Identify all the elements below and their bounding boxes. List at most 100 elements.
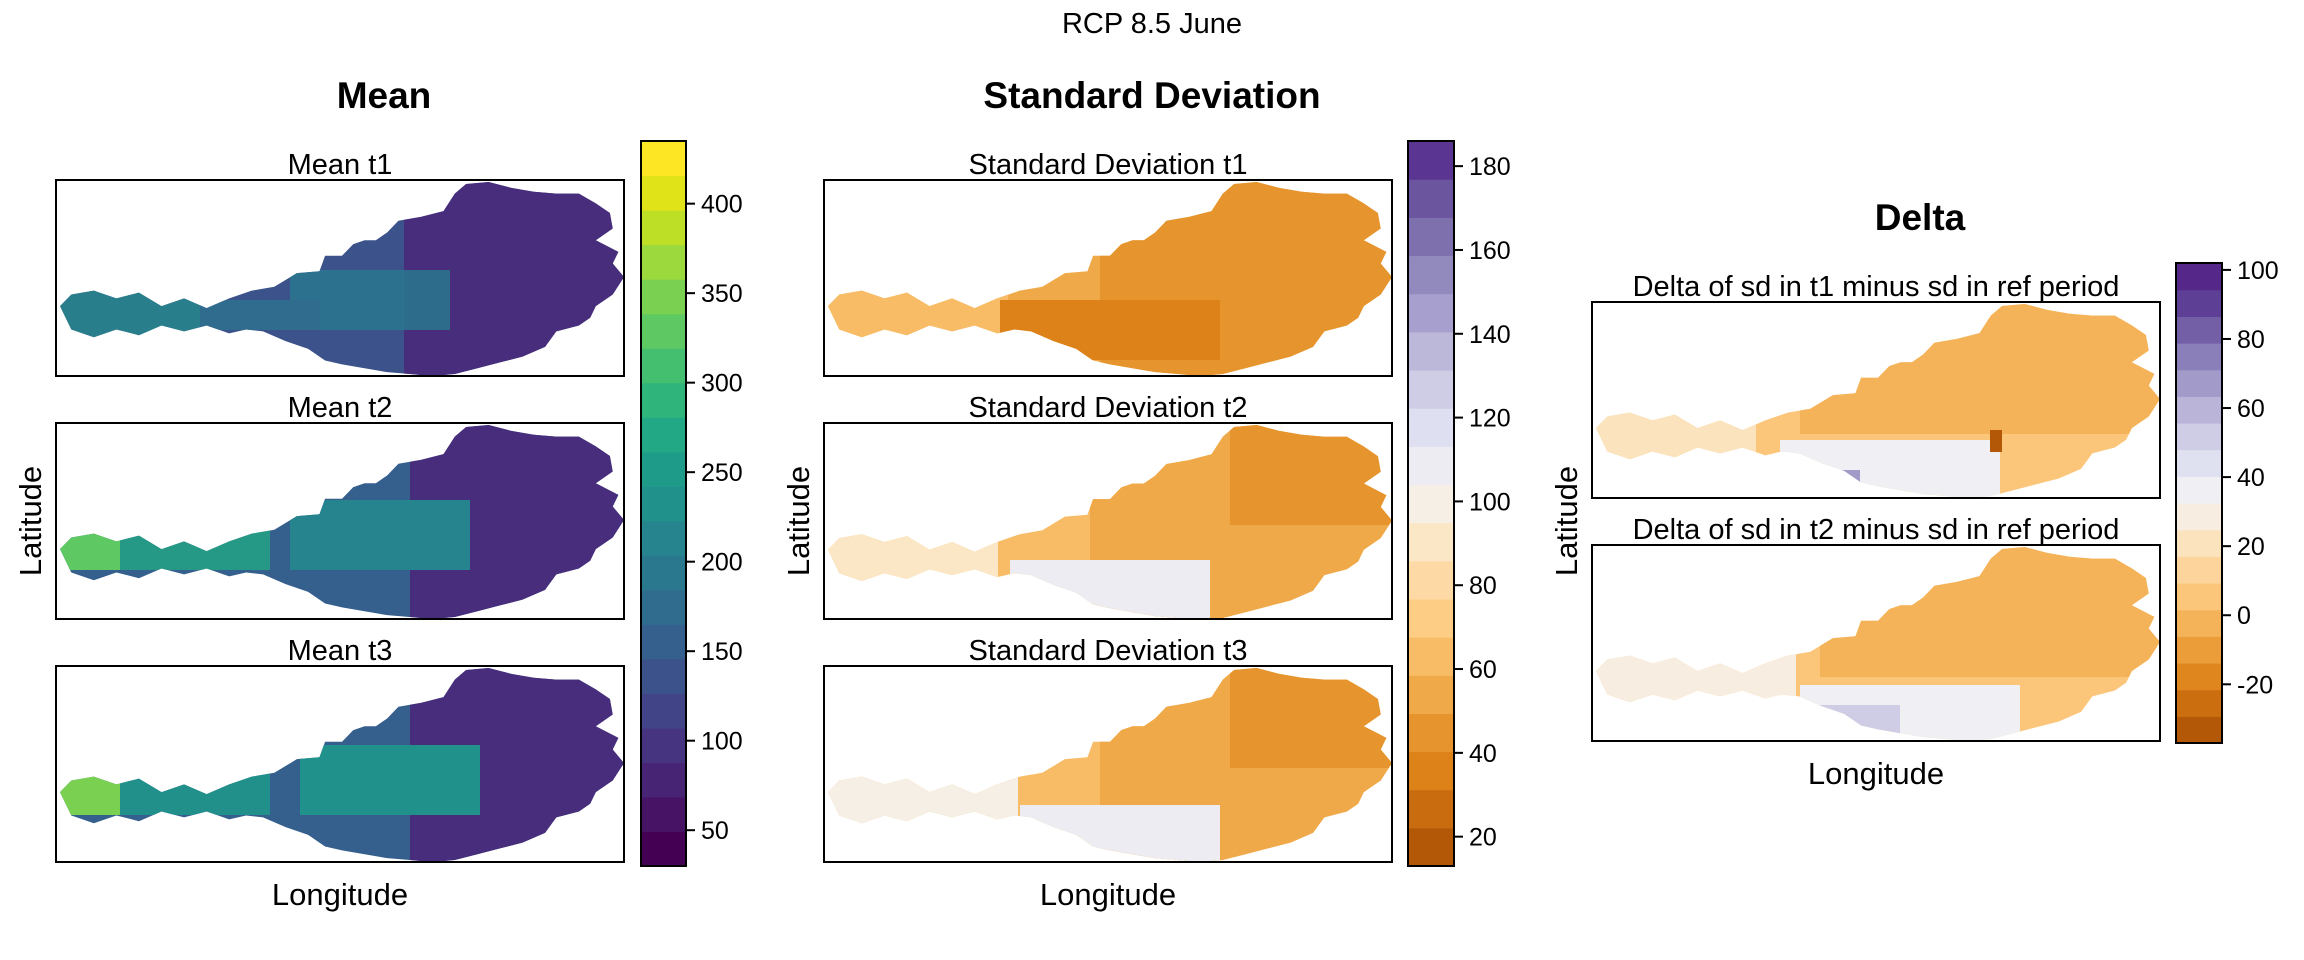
sd-colorbar-tick-label: 100	[1469, 488, 1511, 516]
delta-colorbar-swatch	[2176, 663, 2222, 691]
sd-colorbar-swatch	[1408, 369, 1454, 409]
sd-colorbar-swatch	[1408, 713, 1454, 753]
sd-colorbar-tick-label: 40	[1469, 740, 1497, 768]
mean-colorbar-swatch	[641, 555, 686, 591]
delta-colorbar-swatch	[2176, 316, 2222, 344]
mean-colorbar-swatch	[641, 451, 686, 487]
mean-t3-title: Mean t3	[288, 635, 393, 667]
sd-ylabel: Latitude	[781, 466, 816, 576]
sd-colorbar-swatch	[1408, 675, 1454, 714]
sd-t1-title: Standard Deviation t1	[969, 149, 1248, 181]
sd-colorbar-tick-label: 20	[1469, 824, 1497, 852]
sd-colorbar-tick-label: 120	[1469, 405, 1511, 433]
mean-colorbar-swatch	[641, 348, 686, 384]
sd-colorbar-swatch	[1408, 217, 1454, 257]
delta-colorbar-tick-label: -20	[2237, 671, 2273, 699]
delta-colorbar-swatch	[2176, 636, 2222, 664]
delta-colorbar-swatch	[2176, 529, 2222, 557]
mean-t2-title: Mean t2	[288, 392, 393, 424]
mean-t1-title: Mean t1	[288, 149, 393, 181]
mean-colorbar-tick-label: 200	[701, 549, 743, 577]
mean-colorbar-tick-label: 50	[701, 817, 729, 845]
sd-colorbar-swatch	[1408, 598, 1454, 638]
delta-colorbar-swatch	[2176, 476, 2222, 504]
delta-colorbar-tick-label: 100	[2237, 257, 2279, 285]
mean-colorbar-swatch	[641, 210, 686, 246]
sd-t3-frame	[823, 665, 1393, 863]
delta-t2-frame	[1591, 544, 2161, 742]
sd-colorbar-swatch	[1408, 751, 1454, 791]
mean-t1-map	[60, 182, 624, 376]
mean-colorbar-swatch	[641, 762, 686, 798]
sd-colorbar-swatch	[1408, 331, 1454, 371]
sd-colorbar-swatch	[1408, 827, 1454, 867]
delta-colorbar-swatch	[2176, 263, 2222, 291]
mean-colorbar-swatch	[641, 520, 686, 556]
delta-colorbar: -20 0 20 40 60 80 100	[2175, 257, 2279, 744]
sd-colorbar-swatch	[1408, 637, 1454, 676]
delta-colorbar-swatch	[2176, 343, 2222, 371]
mean-t1-frame	[55, 179, 625, 377]
delta-colorbar-tick-label: 60	[2237, 395, 2265, 423]
sd-colorbar-swatch	[1408, 179, 1454, 218]
delta-colorbar-tick-label: 0	[2237, 602, 2251, 630]
mean-colorbar-swatch	[641, 693, 686, 729]
sd-colorbar-swatch	[1408, 293, 1454, 333]
mean-colorbar-swatch	[641, 279, 686, 315]
delta-colorbar-swatch	[2176, 369, 2222, 397]
mean-colorbar-swatch	[641, 831, 686, 867]
sd-group-title: Standard Deviation	[983, 75, 1320, 116]
mean-t3-frame	[55, 665, 625, 863]
sd-colorbar-tick-label: 180	[1469, 153, 1511, 181]
mean-colorbar-swatch	[641, 244, 686, 280]
sd-colorbar-tick-label: 160	[1469, 237, 1511, 265]
mean-colorbar-tick-label: 400	[701, 191, 743, 219]
delta-ylabel: Latitude	[1549, 466, 1584, 576]
delta-colorbar-swatch	[2176, 556, 2222, 584]
sd-t1-frame	[823, 179, 1393, 377]
sd-t3-map	[828, 668, 1392, 862]
mean-colorbar-swatch	[641, 624, 686, 660]
delta-colorbar-tick-label: 80	[2237, 326, 2265, 354]
sd-colorbar-tick-label: 80	[1469, 572, 1497, 600]
sd-t1-map	[828, 182, 1392, 376]
sd-colorbar-tick-label: 140	[1469, 321, 1511, 349]
mean-colorbar-swatch	[641, 175, 686, 211]
sd-colorbar: 20 40 60 80 100 120 140 160 180	[1407, 140, 1511, 867]
mean-xlabel: Longitude	[272, 877, 408, 912]
mean-colorbar-tick-label: 300	[701, 370, 743, 398]
mean-colorbar-swatch	[641, 417, 686, 453]
delta-t1-title: Delta of sd in t1 minus sd in ref period	[1633, 271, 2120, 303]
mean-colorbar-swatch	[641, 658, 686, 694]
delta-colorbar-swatch	[2176, 609, 2222, 637]
mean-colorbar-swatch	[641, 382, 686, 418]
mean-colorbar-swatch	[641, 727, 686, 764]
mean-colorbar-swatch	[641, 589, 686, 625]
delta-colorbar-swatch	[2176, 583, 2222, 611]
delta-xlabel: Longitude	[1808, 756, 1944, 791]
sd-colorbar-swatch	[1408, 446, 1454, 486]
delta-colorbar-frame	[2175, 262, 2223, 744]
mean-colorbar-swatch	[641, 796, 686, 833]
delta-colorbar-tick-label: 40	[2237, 464, 2265, 492]
delta-colorbar-swatch	[2176, 449, 2222, 477]
sd-colorbar-tick-label: 60	[1469, 656, 1497, 684]
mean-colorbar-tick-label: 250	[701, 459, 743, 487]
sd-colorbar-swatch	[1408, 484, 1454, 524]
sd-colorbar-swatch	[1408, 255, 1454, 295]
sd-colorbar-swatch	[1408, 408, 1454, 447]
delta-colorbar-swatch	[2176, 503, 2222, 531]
mean-t2-frame	[55, 422, 625, 620]
sd-colorbar-swatch	[1408, 522, 1454, 562]
delta-t2-map	[1596, 547, 2160, 741]
mean-colorbar-swatch	[641, 313, 686, 349]
delta-colorbar-swatch	[2176, 396, 2222, 424]
delta-group-title: Delta	[1875, 197, 1966, 238]
sd-colorbar-swatch	[1408, 560, 1454, 600]
delta-colorbar-tick-label: 20	[2237, 533, 2265, 561]
mean-t2-map	[60, 425, 624, 619]
mean-colorbar-frame	[640, 140, 687, 867]
sd-colorbar-frame	[1407, 140, 1455, 867]
sd-colorbar-swatch	[1408, 789, 1454, 829]
